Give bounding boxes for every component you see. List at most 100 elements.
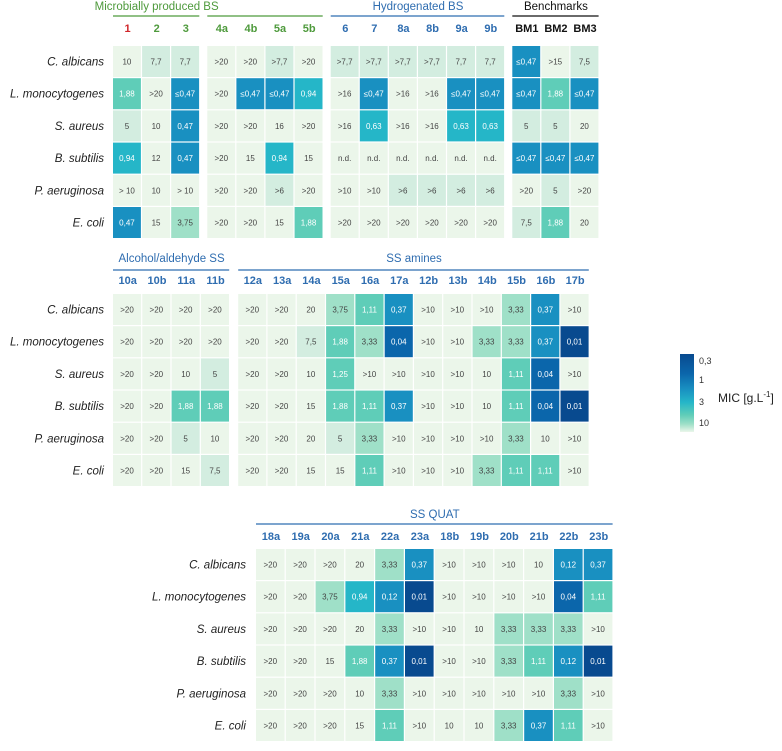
organism-label: L. monocytogenes — [10, 89, 104, 101]
cell-value-label: >10 — [442, 625, 456, 634]
heatmap-cell — [265, 142, 294, 174]
heatmap-cell — [236, 46, 265, 77]
cell-value-label: 3,33 — [382, 625, 398, 634]
heatmap-cell — [256, 613, 285, 645]
cell-value-label: >10 — [363, 370, 377, 379]
heatmap-cell — [238, 455, 267, 486]
cell-value-label: >16 — [338, 90, 352, 99]
cell-value-label: >20 — [245, 402, 259, 411]
heatmap-cell — [384, 390, 413, 422]
heatmap-cell — [524, 613, 553, 645]
heatmap-cell — [570, 142, 599, 174]
cell-value-label: 15 — [306, 467, 315, 476]
heatmap-cell — [512, 142, 541, 174]
cell-value-label: 10 — [181, 370, 190, 379]
heatmap-cell — [142, 326, 171, 358]
cell-value-label: 0,01 — [567, 402, 583, 411]
cell-value-label: >20 — [244, 186, 258, 195]
cell-value-label: 20 — [355, 625, 364, 634]
heatmap-cell — [142, 358, 171, 390]
cell-value-label: >20 — [264, 625, 278, 634]
cell-value-label: >20 — [275, 434, 289, 443]
cell-value-label: >7,7 — [424, 58, 440, 67]
heatmap-cell — [359, 78, 388, 110]
heatmap-cell — [267, 390, 296, 422]
group-title: Hydrogenated BS — [373, 1, 464, 13]
cell-value-label: 0,01 — [412, 593, 428, 602]
heatmap-cell — [142, 142, 170, 174]
column-label: BM3 — [573, 23, 596, 35]
heatmap-cell — [418, 46, 446, 77]
heatmap-cell — [113, 46, 141, 77]
heatmap-cell — [384, 294, 413, 325]
heatmap-cell — [113, 174, 141, 206]
cell-value-label: 1,11 — [591, 593, 607, 602]
cell-value-label: ≤0,47 — [269, 90, 290, 99]
group-title: Alcohol/aldehyde SS — [119, 253, 225, 265]
heatmap-cell — [315, 613, 345, 645]
cell-value-label: >20 — [275, 306, 289, 315]
cell-value-label: 1,88 — [548, 90, 564, 99]
column-label: 10a — [118, 275, 137, 287]
heatmap-cell — [583, 645, 613, 677]
cell-value-label: ≤0,47 — [451, 90, 472, 99]
cell-value-label: 0,12 — [561, 561, 577, 570]
cell-value-label: n.d. — [425, 154, 438, 163]
cell-value-label: 7,5 — [305, 338, 317, 347]
heatmap-cell — [476, 174, 505, 206]
cell-value-label: 3,33 — [501, 657, 517, 666]
cell-value-label: >20 — [264, 593, 278, 602]
heatmap-cell — [359, 46, 388, 77]
heatmap-cell — [524, 581, 553, 613]
cell-value-label: >20 — [244, 122, 258, 131]
heatmap-cell — [443, 390, 472, 422]
heatmap-cell — [447, 207, 475, 238]
cell-value-label: >10 — [421, 434, 435, 443]
cell-value-label: >20 — [264, 689, 278, 698]
heatmap-cell — [267, 294, 296, 325]
heatmap-cell — [345, 710, 374, 741]
cell-value-label: 20 — [355, 561, 364, 570]
heatmap-cell — [315, 549, 345, 580]
heatmap-cell — [142, 174, 170, 206]
heatmap-cell — [171, 294, 200, 325]
heatmap-cell — [405, 549, 434, 580]
column-label: 18a — [262, 531, 281, 543]
heatmap-cell — [512, 46, 541, 77]
column-label: 19a — [292, 531, 311, 543]
cell-value-label: 1,88 — [178, 402, 194, 411]
heatmap-cell — [256, 677, 285, 709]
heatmap-cell — [200, 326, 229, 358]
column-label: 23b — [589, 531, 608, 543]
cell-value-label: >20 — [323, 561, 337, 570]
column-label: 9a — [456, 23, 469, 35]
heatmap-cell — [200, 422, 229, 454]
heatmap-cell — [531, 455, 560, 486]
heatmap-cell — [315, 710, 345, 741]
heatmap-cell — [524, 645, 553, 677]
cell-value-label: >10 — [421, 370, 435, 379]
heatmap-cell — [345, 613, 374, 645]
cell-value-label: 5 — [183, 434, 188, 443]
heatmap-cell — [326, 422, 355, 454]
heatmap-cell — [326, 326, 355, 358]
heatmap-cell — [113, 110, 141, 142]
cell-value-label: >20 — [244, 219, 258, 228]
cell-value-label: 15 — [275, 219, 284, 228]
cell-value-label: >7,7 — [395, 58, 411, 67]
heatmap-cell — [384, 326, 413, 358]
heatmap-cell — [330, 174, 359, 206]
heatmap-cell — [256, 710, 285, 741]
cell-value-label: 3,33 — [561, 625, 577, 634]
cell-value-label: >20 — [120, 338, 134, 347]
heatmap-cell — [296, 390, 325, 422]
organism-label: S. aureus — [197, 624, 246, 636]
cell-value-label: >20 — [264, 561, 278, 570]
cell-value-label: 15 — [355, 722, 364, 731]
cell-value-label: >10 — [591, 722, 605, 731]
column-label: 12b — [419, 275, 438, 287]
heatmap-cell — [294, 110, 323, 142]
cell-value-label: >20 — [120, 402, 134, 411]
cell-value-label: 1,11 — [538, 467, 554, 476]
cell-value-label: >7,7 — [337, 58, 353, 67]
